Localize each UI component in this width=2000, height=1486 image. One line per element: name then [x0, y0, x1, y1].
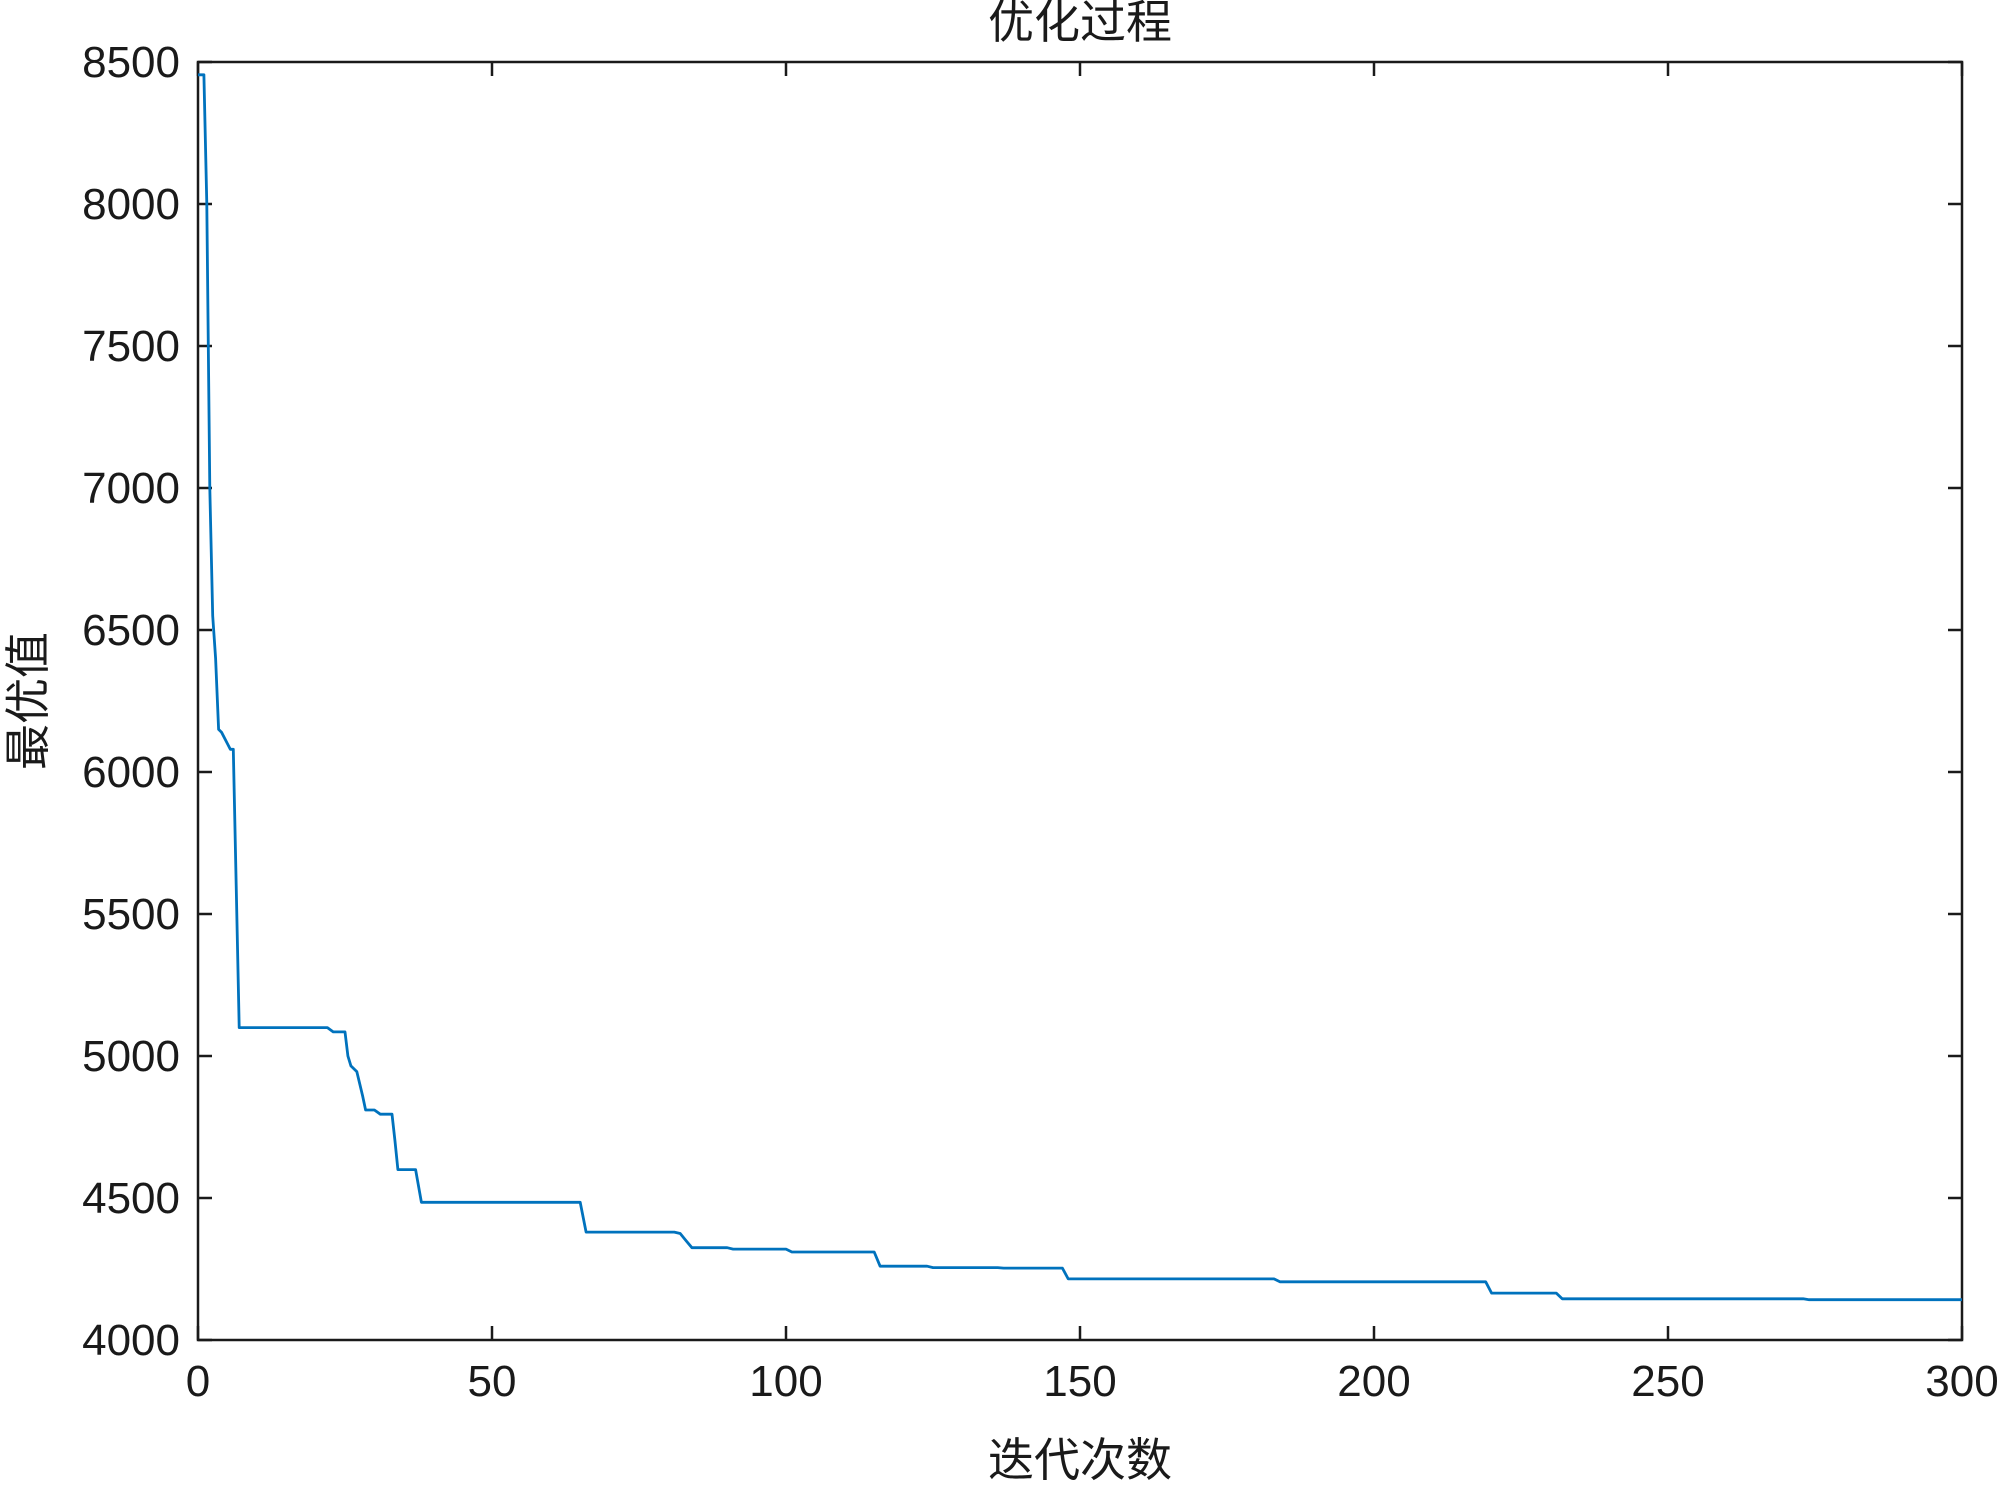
x-tick-label: 300 — [1925, 1357, 1998, 1406]
y-axis-ticks: 4000 4500 5000 5500 6000 6500 7000 7500 8000 8500 — [82, 38, 1962, 1365]
x-tick-label: 200 — [1337, 1357, 1410, 1406]
y-tick-label: 4000 — [82, 1316, 180, 1365]
x-tick-label: 250 — [1631, 1357, 1704, 1406]
y-tick-label: 6000 — [82, 748, 180, 797]
y-tick-label: 5500 — [82, 890, 180, 939]
x-tick-label: 50 — [468, 1357, 517, 1406]
y-tick-label: 8500 — [82, 38, 180, 87]
chart-title: 优化过程 — [988, 0, 1172, 49]
y-axis-title: 最优值 — [1, 632, 55, 770]
y-tick-label: 4500 — [82, 1174, 180, 1223]
y-tick-label: 8000 — [82, 180, 180, 229]
x-tick-label: 100 — [749, 1357, 822, 1406]
x-axis-ticks: 0 50 100 150 200 250 300 — [186, 62, 1999, 1406]
plot-area — [196, 60, 1964, 1342]
axes-box — [196, 60, 1964, 1342]
series-layer — [198, 73, 1962, 1302]
y-tick-label: 7500 — [82, 322, 180, 371]
y-tick-label: 6500 — [82, 606, 180, 655]
x-axis-title: 迭代次数 — [988, 1433, 1172, 1486]
series-line — [198, 73, 1962, 1302]
y-tick-label: 7000 — [82, 464, 180, 513]
x-tick-label: 150 — [1043, 1357, 1116, 1406]
x-tick-label: 0 — [186, 1357, 210, 1406]
y-tick-label: 5000 — [82, 1032, 180, 1081]
